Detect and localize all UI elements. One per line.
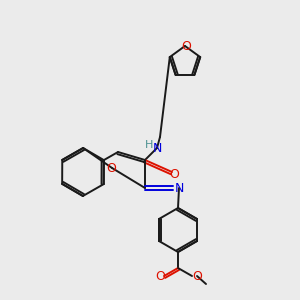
Text: O: O xyxy=(181,40,191,52)
Text: N: N xyxy=(152,142,162,154)
Text: O: O xyxy=(169,167,179,181)
Text: N: N xyxy=(174,182,184,194)
Text: O: O xyxy=(106,161,116,175)
Text: O: O xyxy=(155,271,165,284)
Text: H: H xyxy=(145,140,153,150)
Text: O: O xyxy=(192,269,202,283)
